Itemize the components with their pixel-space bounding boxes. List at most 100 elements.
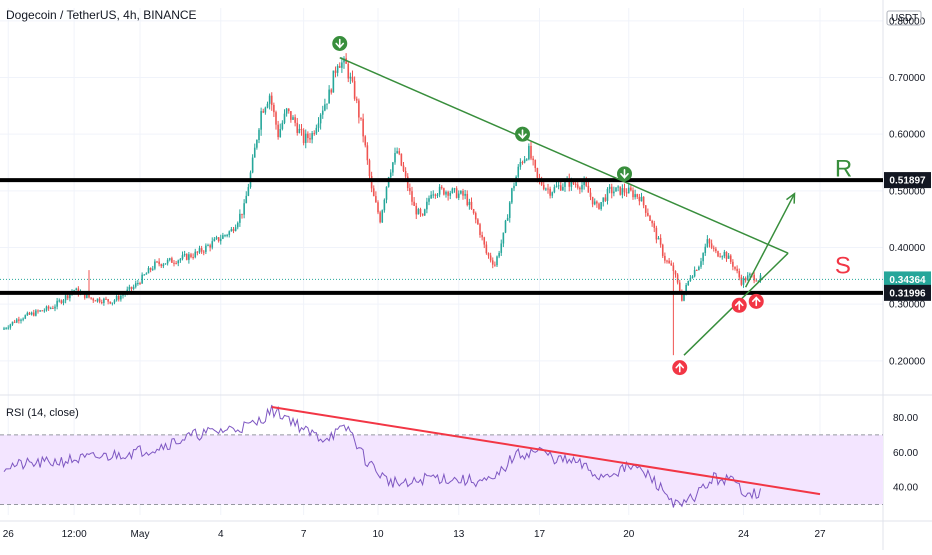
candle-body xyxy=(549,188,551,196)
candle-body xyxy=(222,235,224,239)
candle-body xyxy=(251,157,254,173)
candle-body xyxy=(253,147,256,158)
candle-body xyxy=(664,255,666,261)
candle-body xyxy=(644,205,647,213)
currency-label: USDT xyxy=(891,13,918,24)
candle-body xyxy=(103,298,105,303)
candle-body xyxy=(481,234,483,238)
rsi-line-layer xyxy=(3,404,821,508)
candle-body xyxy=(496,256,498,266)
candle-body xyxy=(13,321,16,323)
candle-body xyxy=(642,196,645,206)
candle-body xyxy=(290,111,292,120)
candle-body xyxy=(69,293,71,299)
candle-body xyxy=(659,237,662,245)
rsi-tick-label: 60.00 xyxy=(893,448,918,459)
candle-body xyxy=(300,128,303,131)
candle-body xyxy=(604,197,607,201)
candle-body xyxy=(156,261,158,263)
candle-body xyxy=(9,324,12,328)
candle-body xyxy=(740,277,743,285)
candle-body xyxy=(266,103,269,108)
candle-body xyxy=(717,251,719,257)
candle-body xyxy=(213,238,216,242)
candle-body xyxy=(349,76,352,79)
candle-body xyxy=(324,104,326,111)
price-tag-label: 0.31996 xyxy=(889,288,926,299)
candle-body xyxy=(183,254,186,256)
trendline-rsi-resistance xyxy=(271,405,821,496)
candle-body xyxy=(287,108,290,112)
candle-body xyxy=(479,224,481,235)
candle-body xyxy=(585,180,588,186)
down-arrow-icon-glyph xyxy=(620,169,629,179)
candle-body xyxy=(294,117,296,123)
candle-body xyxy=(532,158,534,161)
candle-body xyxy=(564,180,566,187)
candle-body xyxy=(326,103,328,105)
candle-body xyxy=(445,191,447,195)
trend-arrowhead xyxy=(786,192,796,204)
candle-body xyxy=(423,209,426,216)
candle-body xyxy=(175,263,177,265)
candle-body xyxy=(519,162,522,167)
candle-body xyxy=(596,201,598,204)
price-tick-label: 0.50000 xyxy=(889,186,926,197)
candle-body xyxy=(483,237,486,245)
candle-body xyxy=(583,180,585,186)
annotation-r: R xyxy=(835,156,852,183)
candle-body xyxy=(521,162,524,164)
candle-body xyxy=(681,292,683,301)
candle-body xyxy=(755,280,758,282)
candle-body xyxy=(542,184,545,190)
time-tick-label: 12:00 xyxy=(62,529,87,540)
candle-body xyxy=(160,264,163,267)
candle-body xyxy=(258,129,260,141)
candle-body xyxy=(466,193,469,206)
price-tag xyxy=(884,172,931,189)
candle-body xyxy=(504,220,507,233)
candle-body xyxy=(232,229,235,232)
candle-body xyxy=(243,203,245,215)
annotation-s: S xyxy=(835,253,851,280)
candle-body xyxy=(120,295,122,300)
candle-body xyxy=(598,203,600,210)
candle-body xyxy=(494,264,496,266)
candle-body xyxy=(511,188,513,203)
candle-body xyxy=(317,123,320,128)
candle-body xyxy=(88,294,90,298)
candle-body xyxy=(517,166,520,177)
candle-body xyxy=(190,254,192,258)
candle-body xyxy=(7,327,10,329)
candle-body xyxy=(304,133,307,144)
candle-body xyxy=(22,318,24,320)
candle-body xyxy=(540,179,543,185)
candle-body xyxy=(283,113,286,123)
candle-body xyxy=(188,254,190,260)
candle-body xyxy=(634,194,636,198)
candle-body xyxy=(198,248,201,253)
candle-body xyxy=(421,213,424,216)
trendline-resistance xyxy=(339,56,789,254)
candle-body xyxy=(721,256,724,258)
up-arrow-icon-glyph xyxy=(734,300,744,311)
candle-body xyxy=(139,283,141,285)
candle-body xyxy=(453,188,456,190)
candle-body xyxy=(536,168,539,178)
candle-body xyxy=(625,192,628,194)
candle-body xyxy=(513,185,515,189)
candle-body xyxy=(695,270,698,272)
candle-body xyxy=(154,261,156,269)
candle-body xyxy=(553,187,556,193)
candle-body xyxy=(443,188,445,195)
axis-layer: 0.80000 0.70000 0.60000 0.50000 0.40000 0.300… xyxy=(3,10,926,540)
candle-body xyxy=(241,213,243,215)
candle-body xyxy=(137,283,139,285)
candle-body xyxy=(602,197,605,203)
candle-body xyxy=(64,295,67,301)
candle-body xyxy=(168,258,171,260)
candle-body xyxy=(234,227,237,232)
candle-body xyxy=(732,261,734,267)
up-arrow-icon-glyph xyxy=(675,362,685,373)
